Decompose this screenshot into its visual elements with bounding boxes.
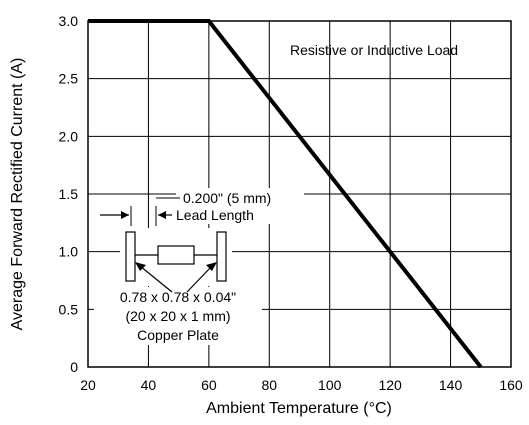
lead-length-text-bg xyxy=(176,188,304,224)
plate-size-in: 0.78 x 0.78 x 0.04" xyxy=(120,289,236,305)
y-tick-label: 0 xyxy=(70,359,78,375)
copper-plate-right xyxy=(216,231,227,282)
x-tick-labels: 20 40 60 80 100 120 140 160 xyxy=(80,377,523,393)
y-tick-labels: 0 0.5 1.0 1.5 2.0 2.5 3.0 xyxy=(59,13,79,375)
x-axis-label: Ambient Temperature (°C) xyxy=(206,400,392,417)
x-tick-label: 40 xyxy=(141,377,157,393)
lead-length-label: Lead Length xyxy=(176,207,254,223)
y-tick-label: 1.5 xyxy=(59,186,79,202)
plate-size-mm: (20 x 20 x 1 mm) xyxy=(125,308,230,324)
y-tick-label: 3.0 xyxy=(59,13,79,29)
x-tick-label: 160 xyxy=(499,377,523,393)
copper-plate-left xyxy=(125,231,136,282)
x-tick-label: 20 xyxy=(80,377,96,393)
plot-frame xyxy=(87,20,512,368)
plate-arrowhead-right xyxy=(206,262,217,271)
y-tick-label: 2.5 xyxy=(59,71,79,87)
plate-arrow-left xyxy=(139,265,173,293)
plate-text-bg xyxy=(94,287,262,345)
plate-arrowhead-left xyxy=(135,262,146,271)
series-line xyxy=(88,19,483,369)
y-tick-label: 1.0 xyxy=(59,244,79,260)
plate-arrow-right xyxy=(186,265,213,293)
lead-length-value: 0.200" (5 mm) xyxy=(183,190,271,206)
dim-arrowhead-left xyxy=(121,211,129,219)
y-axis-label: Average Forward Rectified Current (A) xyxy=(9,58,26,331)
load-annotation: Resistive or Inductive Load xyxy=(290,42,458,58)
x-tick-label: 140 xyxy=(439,377,463,393)
y-tick-label: 0.5 xyxy=(59,301,79,317)
x-tick-label: 60 xyxy=(201,377,217,393)
y-tick-label: 2.0 xyxy=(59,128,79,144)
x-tick-label: 100 xyxy=(318,377,342,393)
mounting-diagram: 0.200" (5 mm) Lead Length 0.78 x 0.78 x … xyxy=(94,188,304,345)
diode-body xyxy=(157,245,195,265)
plate-material: Copper Plate xyxy=(137,327,219,343)
dim-arrowhead-right xyxy=(158,211,166,219)
x-tick-label: 80 xyxy=(261,377,277,393)
x-tick-label: 120 xyxy=(378,377,402,393)
